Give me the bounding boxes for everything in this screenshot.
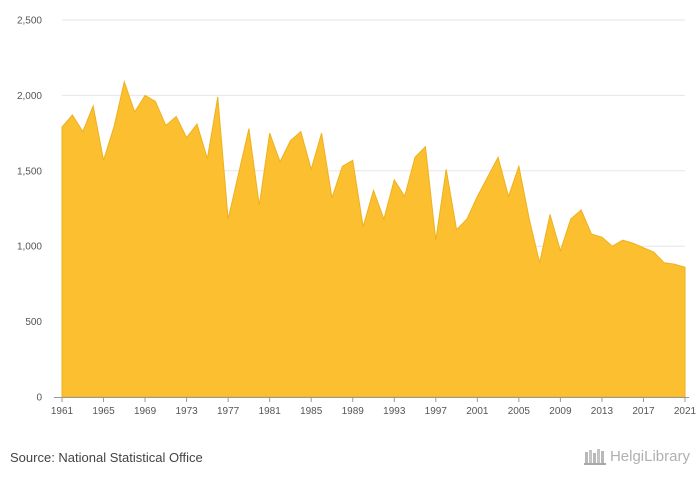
library-icon [583, 449, 606, 465]
y-tick-label: 500 [25, 317, 42, 328]
x-tick-label: 2001 [466, 406, 489, 417]
x-tick-label: 1989 [342, 406, 365, 417]
x-tick-label: 1973 [175, 406, 198, 417]
area-chart: 0 500 1,000 1,500 2,000 2,500 1961 1965 1969 197… [17, 16, 697, 418]
x-tick-label: 1985 [300, 406, 323, 417]
source-note: Source: National Statistical Office [10, 450, 203, 465]
brand-name: HelgiLibrary [609, 447, 690, 465]
x-tick-label: 2013 [591, 406, 614, 417]
x-tick-label: 1977 [217, 406, 240, 417]
x-axis-tick-labels: 1961 1965 1969 1973 1977 1981 1985 1989 1993 1997… [51, 397, 697, 417]
x-tick-label: 2005 [508, 406, 531, 417]
x-tick-label: 2009 [549, 406, 572, 417]
y-tick-label: 1,000 [17, 242, 42, 253]
brand-logo[interactable]: HelgiLibrary [583, 447, 690, 465]
x-tick-label: 1981 [259, 406, 282, 417]
x-tick-label: 1993 [383, 406, 406, 417]
x-tick-label: 2017 [632, 406, 655, 417]
y-tick-label: 2,500 [17, 16, 42, 27]
y-tick-label: 2,000 [17, 91, 42, 102]
x-tick-label: 2021 [674, 406, 697, 417]
x-tick-label: 1961 [51, 406, 74, 417]
x-tick-label: 1969 [134, 406, 157, 417]
y-axis-tick-labels: 0 500 1,000 1,500 2,000 2,500 [17, 16, 42, 404]
data-area [61, 80, 686, 398]
x-tick-label: 1997 [425, 406, 448, 417]
y-tick-label: 1,500 [17, 166, 42, 177]
x-tick-label: 1965 [92, 406, 115, 417]
y-tick-label: 0 [36, 393, 42, 404]
